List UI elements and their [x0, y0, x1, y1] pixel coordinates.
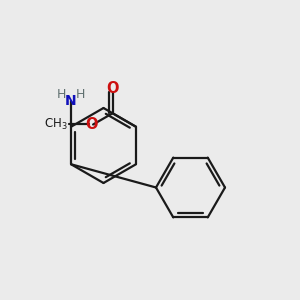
Text: N: N: [65, 94, 77, 108]
Text: H: H: [76, 88, 85, 101]
Text: O: O: [106, 81, 119, 96]
Text: O: O: [85, 117, 98, 132]
Text: H: H: [57, 88, 66, 101]
Text: CH$_3$: CH$_3$: [44, 117, 68, 132]
